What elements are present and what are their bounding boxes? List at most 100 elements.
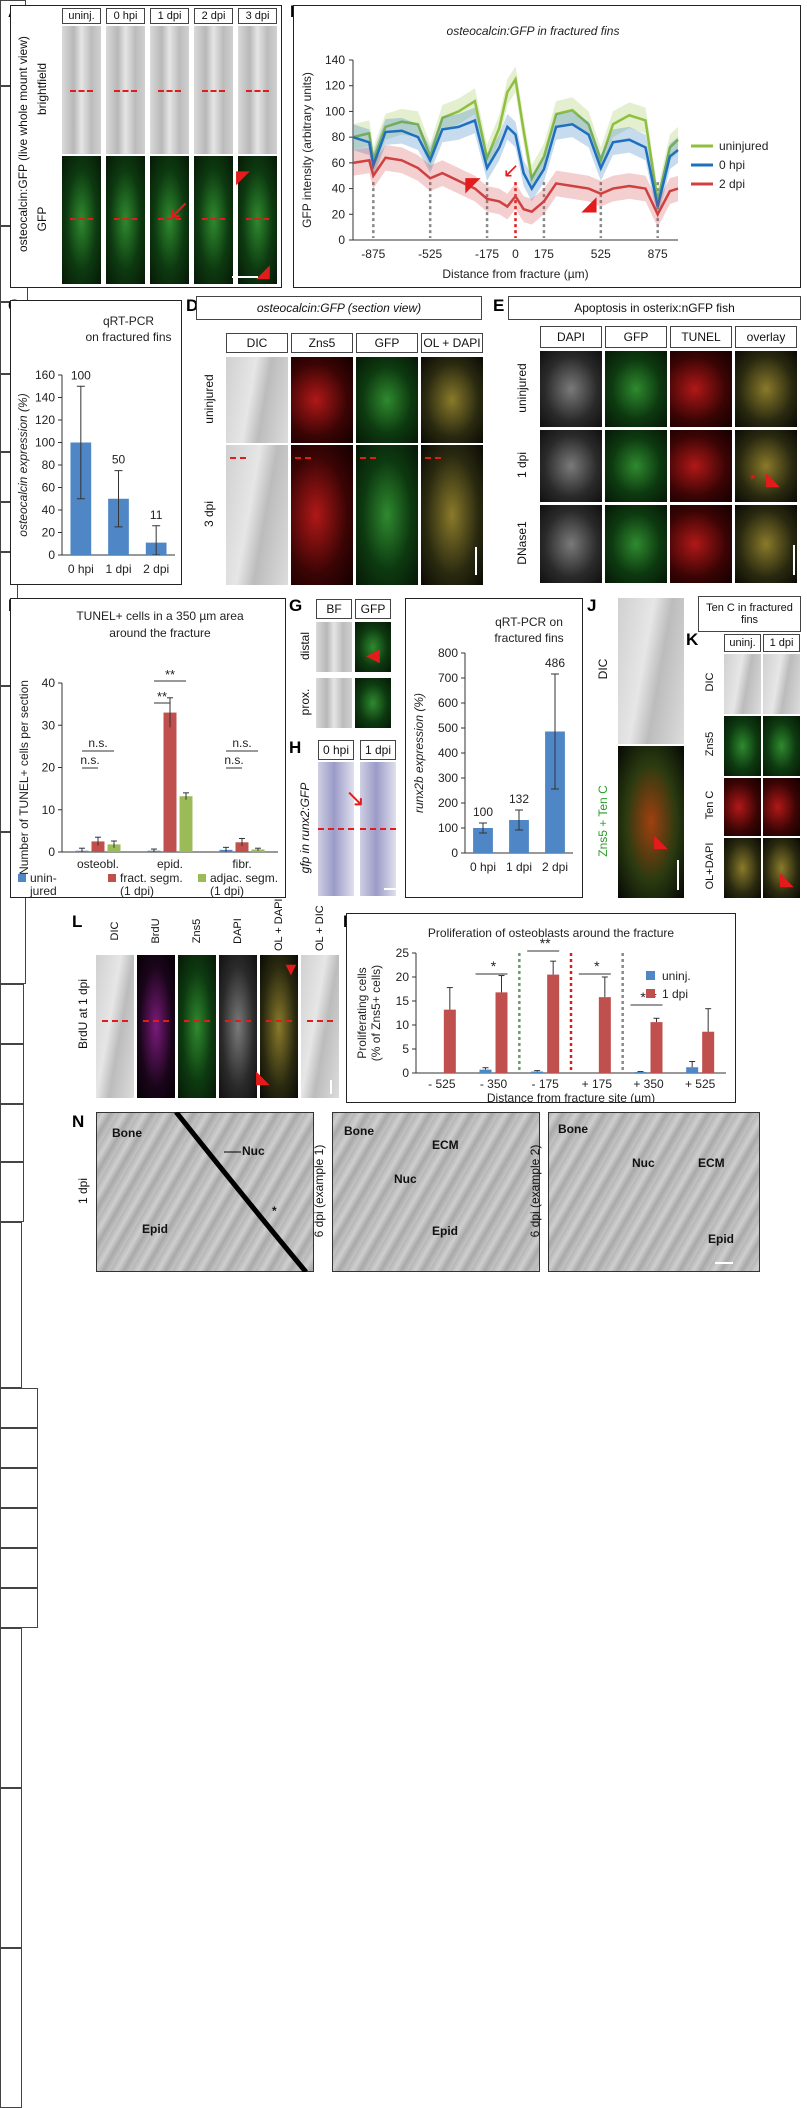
y-tick-label: 40 [42, 676, 56, 690]
panel-j-fluor-image [618, 746, 684, 898]
fracture-marker [295, 457, 311, 459]
legend-swatch [108, 874, 116, 882]
fracture-marker [184, 1020, 210, 1022]
y-tick-label: 140 [35, 391, 55, 405]
legend-swatch [646, 989, 655, 998]
panel-k-row-label: DIC [704, 672, 716, 692]
panel-e-image [540, 505, 602, 583]
chart-i: qRT-PCR on fractured fins 0 100 200 300 400 500… [412, 615, 573, 874]
y-tick-label: 500 [438, 721, 458, 735]
panel-a-row-brightfield: brightfield [35, 62, 49, 116]
bar [479, 1069, 492, 1073]
legend-swatch [646, 971, 655, 980]
legend-swatch [18, 874, 26, 882]
bar [235, 842, 249, 852]
x-tick-label: 175 [534, 247, 554, 261]
legend-label: uninj. [662, 969, 691, 983]
panel-h-side-label: gfp in runx2:GFP [298, 782, 312, 874]
panel-j-row-label: Zns5 + Ten C [596, 785, 610, 857]
bar [650, 1022, 663, 1073]
panel-l-col-frame [0, 1548, 38, 1588]
legend-label: (1 dpi) [210, 884, 244, 898]
y-tick-label: 40 [332, 182, 346, 196]
chart-b: osteocalcin:GFP in fractured fins 0 20 40 60… [300, 24, 768, 281]
panel-d-image [356, 357, 418, 443]
y-tick-label: 20 [396, 970, 410, 984]
red-arrowhead-icon: ↙ [503, 160, 520, 182]
y-axis-label: GFP intensity (arbitrary units) [300, 72, 314, 228]
asterisk-marker: * [750, 471, 756, 487]
epidermis-boundary-line [174, 1112, 308, 1272]
panel-letter-j: J [587, 596, 597, 615]
panel-n-side-label: 6 dpi (example 2) [528, 1144, 542, 1238]
panel-k-image [724, 716, 761, 776]
y-tick-label: 0 [48, 548, 55, 562]
panel-d-image [226, 445, 288, 585]
panel-g-image [316, 678, 352, 728]
bar [495, 992, 508, 1073]
panel-d-image [291, 445, 353, 585]
fracture-marker [230, 457, 246, 459]
y-tick-label: 200 [438, 796, 458, 810]
chart-title: on fractured fins [85, 330, 171, 344]
panel-a-gfp-image [194, 156, 233, 284]
panel-n-label: Nuc [632, 1156, 655, 1170]
panel-k-image [763, 716, 800, 776]
bar [686, 1067, 699, 1073]
panel-g-image [316, 622, 352, 672]
x-tick-label: - 350 [480, 1077, 508, 1091]
panel-g-row-label: distal [298, 632, 312, 661]
panel-l-col-frame [0, 1508, 38, 1548]
panel-k-image [724, 838, 761, 898]
x-tick-label: + 175 [582, 1077, 613, 1091]
bar [163, 712, 177, 852]
panel-letter-g: G [289, 596, 303, 615]
scale-bar [384, 888, 398, 890]
series-error-band [353, 107, 678, 220]
y-tick-label: 300 [438, 771, 458, 785]
panel-g-image [355, 622, 391, 672]
fracture-marker [114, 218, 137, 220]
bar [91, 841, 105, 852]
fracture-marker [114, 90, 137, 92]
scale-bar [715, 1262, 733, 1264]
y-tick-label: 10 [42, 803, 56, 817]
y-tick-label: 20 [42, 761, 56, 775]
panel-h-col-label: 0 hpi [318, 740, 354, 760]
chart-c: qRT-PCR on fractured fins 0 20 40 60 80 100 120 1… [16, 314, 175, 576]
y-tick-label: 10 [396, 1018, 410, 1032]
fracture-marker [225, 1020, 251, 1022]
fracture-marker [70, 218, 93, 220]
panel-n-side-label: 6 dpi (example 1) [312, 1144, 326, 1238]
y-tick-label: 600 [438, 696, 458, 710]
significance-label: ** [157, 689, 167, 704]
panel-e-image [540, 430, 602, 502]
panel-a-col-label: 1 dpi [150, 8, 189, 24]
panel-a-col-label: 0 hpi [106, 8, 145, 24]
panel-n-side-label: 1 dpi [76, 1177, 90, 1205]
red-arrowhead-icon: ◣ [654, 831, 668, 851]
panel-d-col-label: Zns5 [291, 333, 353, 353]
panel-a-gfp-image [150, 156, 189, 284]
bar [107, 844, 121, 852]
x-tick-label: osteobl. [77, 857, 119, 871]
panel-n-boundary-overlay [174, 1112, 308, 1272]
panel-l-col-label: DIC [109, 921, 121, 941]
panel-d-col-label: DIC [226, 333, 288, 353]
panel-k-col-label: uninj. [724, 634, 761, 652]
panel-e-image [670, 430, 732, 502]
y-tick-label: 5 [402, 1042, 409, 1056]
legend-label: 1 dpi [662, 987, 688, 1001]
fracture-marker [425, 457, 441, 459]
chart-title: around the fracture [109, 626, 211, 640]
panel-e-image [540, 351, 602, 427]
x-tick-label: - 525 [428, 1077, 456, 1091]
chart-title: Proliferation of osteoblasts around the … [428, 926, 674, 940]
panel-letter-h: H [289, 738, 302, 757]
chart-m: Proliferation of osteoblasts around the … [355, 926, 726, 1103]
scale-bar [475, 547, 477, 575]
x-tick-label: + 350 [633, 1077, 664, 1091]
bar [634, 1072, 647, 1073]
scale-bar [232, 276, 258, 278]
chart-title: TUNEL+ cells in a 350 µm area [76, 609, 244, 623]
